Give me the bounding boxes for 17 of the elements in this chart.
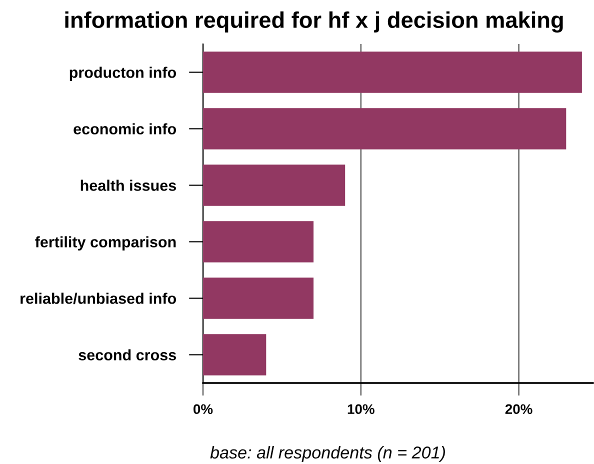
y-tick-label: producton info — [70, 66, 176, 81]
x-tick-label: 10% — [348, 404, 374, 414]
y-tick-label: second cross — [78, 349, 176, 360]
y-tick-label: health issues — [80, 180, 176, 191]
bar — [203, 164, 346, 206]
y-tick-label: economic info — [74, 123, 176, 134]
bar — [203, 108, 566, 150]
bar — [203, 221, 314, 262]
x-tick-label: 0% — [194, 404, 213, 414]
y-tick-label: fertility comparison — [35, 236, 176, 250]
bar — [203, 278, 314, 319]
bar — [203, 334, 266, 376]
x-tick-label: 20% — [505, 404, 532, 414]
bar — [203, 52, 582, 93]
y-tick-label: reliable/unbiased info — [20, 292, 176, 304]
text: base: all respondents (n = 201) — [210, 446, 445, 462]
chart-title: information required for hf x j decision making — [65, 11, 563, 33]
